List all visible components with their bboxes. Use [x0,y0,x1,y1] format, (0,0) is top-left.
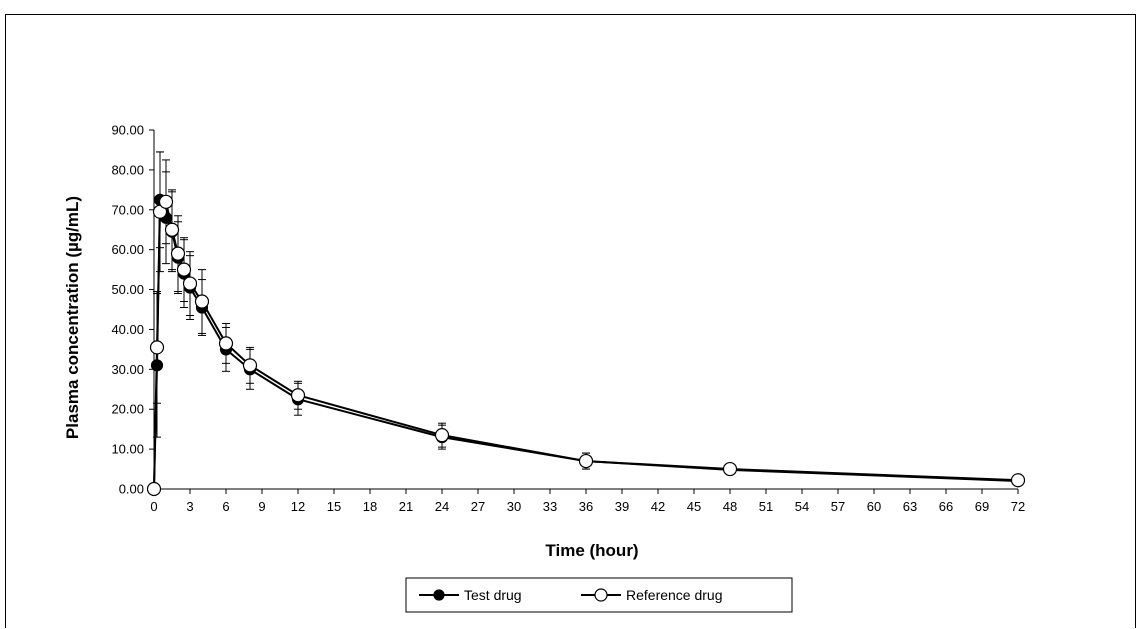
series-line [153,199,1019,490]
series-markers [147,193,1025,496]
y-tick-label: 30.00 [111,362,144,377]
x-tick-label: 39 [615,499,629,514]
data-point [242,358,258,373]
series-reference-drug [153,151,1019,490]
x-ticks: 0 3 6 9 12 15 18 21 24 27 30 33 36 39 42 45 48 51 54 57 60 63… [150,489,1025,514]
y-tick-label: 80.00 [111,162,144,177]
data-point [149,340,165,355]
data-point [578,453,594,469]
pk-line-chart: 0.00 10.00 20.00 30.00 40.00 50.00 60.00 70.00 8… [63,123,1026,613]
x-tick-label: 51 [759,499,773,514]
data-point [290,388,306,403]
x-tick-label: 30 [507,499,521,514]
data-point [146,481,162,497]
y-tick-label: 90.00 [111,123,144,138]
x-tick-label: 60 [867,499,881,514]
x-tick-label: 48 [723,499,737,514]
x-tick-label: 36 [579,499,593,514]
legend-label: Reference drug [626,587,723,603]
x-tick-label: 6 [222,499,229,514]
data-point [170,246,186,261]
x-tick-label: 21 [399,499,413,514]
x-tick-label: 15 [327,499,341,514]
x-tick-label: 69 [975,499,989,514]
x-tick-label: 42 [651,499,665,514]
x-tick-label: 9 [258,499,265,514]
y-tick-label: 60.00 [111,242,144,257]
chart-frame: 0.00 10.00 20.00 30.00 40.00 50.00 60.00 70.00 8… [5,14,1136,628]
y-tick-label: 10.00 [111,442,144,457]
legend-label: Test drug [464,587,522,603]
series-layer [146,151,1026,497]
x-tick-label: 63 [903,499,917,514]
data-point [434,428,450,443]
y-tick-label: 50.00 [111,282,144,297]
data-point [722,461,738,477]
x-tick-label: 24 [435,499,449,514]
data-point [164,222,180,237]
legend-entry: Reference drug [581,587,723,603]
y-ticks: 0.00 10.00 20.00 30.00 40.00 50.00 60.00 70.00 8… [111,123,154,497]
x-tick-label: 3 [186,499,193,514]
x-axis-title: Time (hour) [545,541,638,560]
x-tick-label: 54 [795,499,809,514]
data-point [218,336,234,351]
data-point [158,194,174,209]
x-tick-label: 18 [363,499,377,514]
data-point [1010,473,1026,488]
data-point [182,276,198,291]
y-tick-label: 40.00 [111,322,144,337]
axes: 0.00 10.00 20.00 30.00 40.00 50.00 60.00 70.00 8… [111,123,1025,515]
series-test-drug [153,151,1019,490]
y-axis-title: Plasma concentration (µg/mL) [63,196,82,439]
legend-marker [594,588,608,602]
x-tick-label: 45 [687,499,701,514]
x-tick-label: 72 [1011,499,1025,514]
x-tick-label: 27 [471,499,485,514]
legend: Test drug Reference drug [405,577,793,613]
legend-items: Test drug Reference drug [419,587,723,603]
y-tick-label: 0.00 [119,482,144,497]
x-tick-label: 12 [291,499,305,514]
data-point [194,294,210,309]
legend-entry: Test drug [419,587,522,603]
y-tick-label: 70.00 [111,202,144,217]
x-tick-label: 0 [150,499,157,514]
x-tick-label: 66 [939,499,953,514]
data-point [176,262,192,277]
y-tick-label: 20.00 [111,402,144,417]
x-tick-label: 57 [831,499,845,514]
series-markers [146,194,1026,497]
legend-marker [433,589,445,601]
series-line [153,199,1019,490]
data-point [150,359,164,372]
x-tick-label: 33 [543,499,557,514]
